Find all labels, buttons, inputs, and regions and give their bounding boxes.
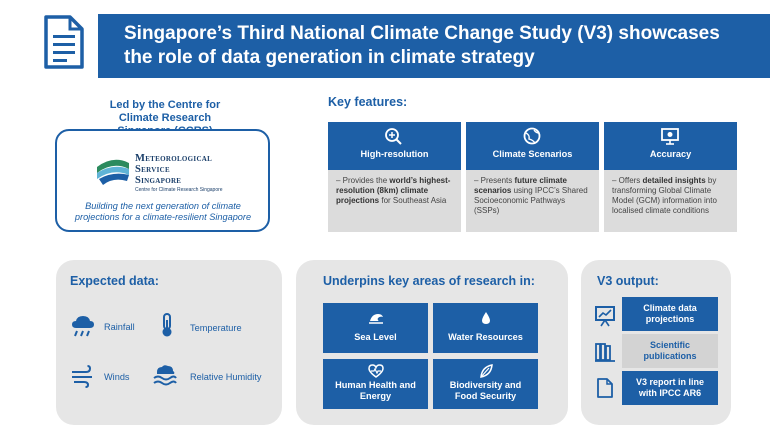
label-line-1: Human Health and	[335, 380, 416, 390]
ccrs-heading-line-1: Led by the Centre for	[109, 99, 221, 111]
expected-winds-label: Winds	[104, 372, 130, 382]
logo-line-2: Service	[135, 164, 170, 175]
title-line-1: Singapore’s Third National Climate Chang…	[124, 23, 720, 44]
title-line-2: the role of data generation in climate s…	[124, 47, 535, 68]
label-line-2: Food Security	[454, 391, 517, 401]
label-line-2: projections	[645, 314, 695, 324]
mss-logo-icon	[96, 154, 130, 188]
feature-label: Accuracy	[649, 149, 692, 159]
logo-subtitle: Centre for Climate Research Singapore	[135, 187, 223, 193]
label-line-2: Energy	[359, 391, 392, 401]
expected-rainfall-label: Rainfall	[104, 322, 135, 332]
label-line-1: Biodiversity and	[449, 380, 522, 390]
wind-icon	[72, 365, 92, 388]
research-label: Biodiversity and Food Security	[433, 380, 538, 402]
label-line-1: Sea Level	[354, 332, 397, 342]
thermometer-icon	[162, 313, 172, 337]
ccrs-heading-line-2: Climate Research	[118, 112, 212, 124]
research-label: Sea Level	[323, 332, 428, 343]
ccrs-logo-card: Meteorological Service Singapore Centre …	[55, 129, 270, 232]
desc-pre: Offers	[618, 176, 643, 185]
globe-icon	[523, 127, 541, 145]
logo-line-3: Singapore	[135, 175, 182, 186]
output-v3-report: V3 report in line with IPCC AR6	[622, 371, 718, 405]
desc-pre: Provides the	[342, 176, 390, 185]
label-line-2: publications	[643, 351, 697, 361]
feature-label: High-resolution	[360, 149, 429, 159]
research-water-resources: Water Resources	[433, 303, 538, 353]
wave-icon	[369, 314, 383, 324]
feature-header: Accuracy	[604, 122, 737, 170]
desc-bold: world’s highest-resolution (8km) climate…	[336, 176, 451, 205]
magnifier-plus-icon	[385, 128, 402, 145]
feature-header: Climate Scenarios	[466, 122, 599, 170]
key-features-heading: Key features:	[328, 95, 408, 109]
research-label: Water Resources	[433, 332, 538, 343]
research-biodiversity-food: Biodiversity and Food Security	[433, 359, 538, 409]
research-panel: Underpins key areas of research in: Sea …	[296, 260, 568, 425]
logo-line-1: Meteorological	[135, 153, 213, 164]
ccrs-tagline: Building the next generation of climate …	[63, 201, 263, 223]
header-bar	[98, 14, 770, 78]
feature-climate-scenarios: Climate Scenarios – Presents future clim…	[466, 122, 599, 232]
research-sea-level: Sea Level	[323, 303, 428, 353]
feature-description: – Provides the world’s highest-resolutio…	[328, 170, 461, 232]
desc-post: for Southeast Asia	[379, 196, 447, 205]
tagline-line-2: projections for a climate-resilient Sing…	[74, 212, 252, 222]
expected-humidity-label: Relative Humidity	[190, 372, 262, 382]
research-health-energy: Human Health and Energy	[323, 359, 428, 409]
output-title: V3 output:	[597, 274, 659, 288]
heart-pulse-icon	[368, 364, 384, 378]
label-line-1: Climate data	[643, 303, 697, 313]
document-icon	[44, 15, 84, 69]
feature-description: – Presents future climate scenarios usin…	[466, 170, 599, 232]
rain-cloud-icon	[72, 316, 94, 337]
desc-pre: Presents	[480, 176, 515, 185]
label-line-1: Scientific	[649, 340, 690, 350]
tagline-line-1: Building the next generation of climate	[85, 201, 241, 211]
chart-board-icon	[595, 306, 615, 327]
research-label: Human Health and Energy	[323, 380, 428, 402]
desc-post: using IPCC’s Shared Socioeconomic Pathwa…	[474, 186, 588, 215]
label-line-2: with IPCC AR6	[638, 388, 702, 398]
feature-accuracy: Accuracy – Offers detailed insights by t…	[604, 122, 737, 232]
desc-bold: future climate scenarios	[474, 176, 567, 195]
label-line-1: Water Resources	[448, 332, 523, 342]
output-scientific-publications: Scientific publications	[622, 334, 718, 368]
expected-temperature-label: Temperature	[190, 323, 242, 333]
desc-post: by transforming Global Climate Model (GC…	[612, 176, 717, 215]
feature-description: – Offers detailed insights by transformi…	[604, 170, 737, 232]
water-drop-icon	[482, 312, 490, 324]
output-climate-data-projections: Climate data projections	[622, 297, 718, 331]
desc-bold: detailed insights	[642, 176, 706, 185]
books-icon	[595, 343, 615, 362]
mss-logo-wordmark: Meteorological Service Singapore	[135, 153, 212, 186]
feature-header: High-resolution	[328, 122, 461, 170]
feature-label: Climate Scenarios	[492, 149, 573, 159]
research-title: Underpins key areas of research in:	[323, 274, 535, 288]
feature-high-resolution: High-resolution – Provides the world’s h…	[328, 122, 461, 232]
expected-data-title: Expected data:	[70, 274, 159, 288]
page-title: Singapore’s Third National Climate Chang…	[124, 22, 744, 70]
label-line-1: V3 report in line	[635, 377, 704, 387]
humidity-waves-icon	[153, 365, 177, 386]
leaf-icon	[480, 364, 493, 378]
presentation-board-icon	[661, 128, 679, 145]
expected-data-panel: Expected data: Rainfall Temperature Wind…	[56, 260, 282, 425]
document-icon	[597, 378, 613, 398]
